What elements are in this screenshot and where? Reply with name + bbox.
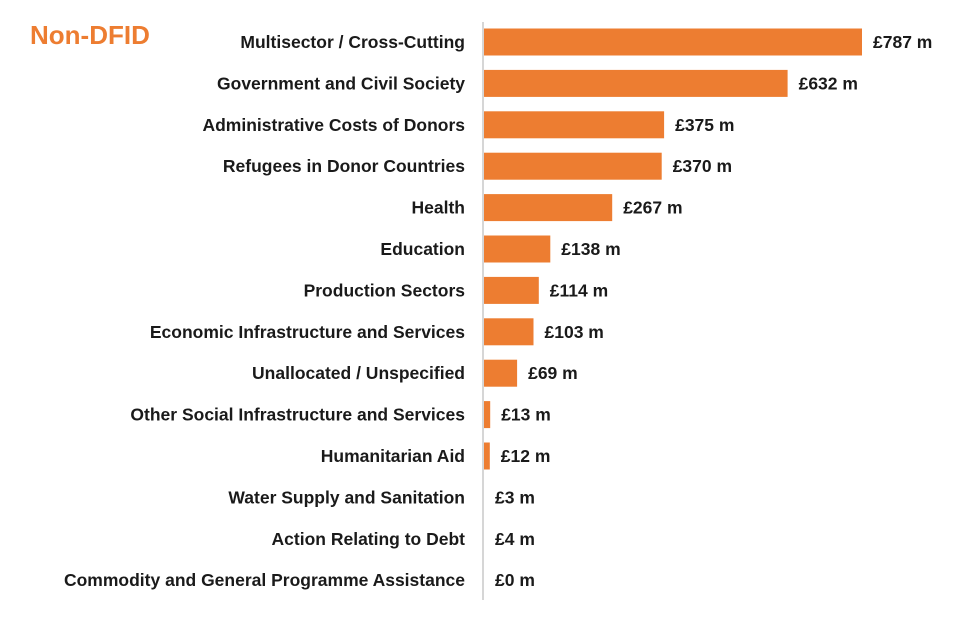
value-label-9: £13 m [501, 405, 551, 425]
bar-3 [484, 152, 662, 180]
bar-0 [484, 28, 862, 56]
category-label-6: Production Sectors [304, 280, 466, 300]
bar-5 [484, 235, 551, 263]
bar-8 [484, 359, 518, 387]
value-label-8: £69 m [528, 363, 578, 383]
category-label-2: Administrative Costs of Donors [202, 115, 465, 135]
category-label-8: Unallocated / Unspecified [252, 363, 465, 383]
category-label-11: Water Supply and Sanitation [228, 487, 465, 507]
value-label-10: £12 m [501, 446, 551, 466]
bar-7 [484, 318, 534, 346]
value-label-11: £3 m [495, 487, 535, 507]
bar-1 [484, 69, 788, 97]
value-label-1: £632 m [799, 73, 858, 93]
category-label-13: Commodity and General Programme Assistan… [64, 570, 465, 590]
value-label-0: £787 m [873, 32, 932, 52]
category-label-10: Humanitarian Aid [321, 446, 465, 466]
value-labels-group: £787 m £632 m £375 m £370 m £267 m £138 m £114… [495, 32, 932, 590]
bars-group [484, 28, 862, 470]
value-label-5: £138 m [561, 239, 620, 259]
value-label-2: £375 m [675, 115, 734, 135]
category-label-9: Other Social Infrastructure and Services [130, 405, 465, 425]
value-label-12: £4 m [495, 529, 535, 549]
category-label-5: Education [380, 239, 465, 259]
category-label-12: Action Relating to Debt [272, 529, 466, 549]
bar-2 [484, 111, 665, 139]
bar-9 [484, 401, 491, 429]
category-label-7: Economic Infrastructure and Services [150, 322, 465, 342]
category-label-0: Multisector / Cross-Cutting [240, 32, 465, 52]
value-label-4: £267 m [623, 198, 682, 218]
category-label-1: Government and Civil Society [217, 73, 465, 93]
value-label-7: £103 m [545, 322, 604, 342]
bar-6 [484, 276, 539, 304]
category-label-4: Health [412, 198, 465, 218]
value-label-13: £0 m [495, 570, 535, 590]
chart-title: Non-DFID [30, 20, 150, 50]
bar-10 [484, 442, 490, 470]
category-labels-group: Multisector / Cross-Cutting Government an… [64, 32, 465, 590]
value-label-3: £370 m [673, 156, 732, 176]
category-label-3: Refugees in Donor Countries [223, 156, 465, 176]
bar-4 [484, 194, 613, 222]
value-label-6: £114 m [550, 280, 608, 300]
